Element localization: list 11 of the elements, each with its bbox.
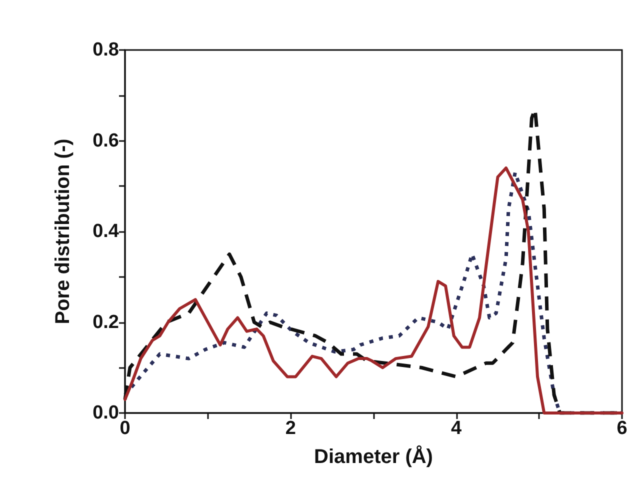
y-axis-title: Pore distribution (-)	[52, 138, 74, 324]
x-tick-label: 2	[285, 418, 296, 439]
y-tick-label: 0.6	[92, 130, 119, 152]
x-tick-label: 0	[120, 418, 130, 439]
x-axis-title: Diameter (Å)	[314, 445, 433, 468]
x-tick-label: 4	[451, 418, 462, 439]
y-tick-label: 0.2	[92, 312, 119, 333]
y-tick-label: 0.0	[92, 402, 119, 424]
x-tick-label: 6	[616, 418, 628, 439]
y-tick-label: 0.4	[92, 221, 120, 242]
y-tick-label: 0.8	[92, 40, 119, 60]
